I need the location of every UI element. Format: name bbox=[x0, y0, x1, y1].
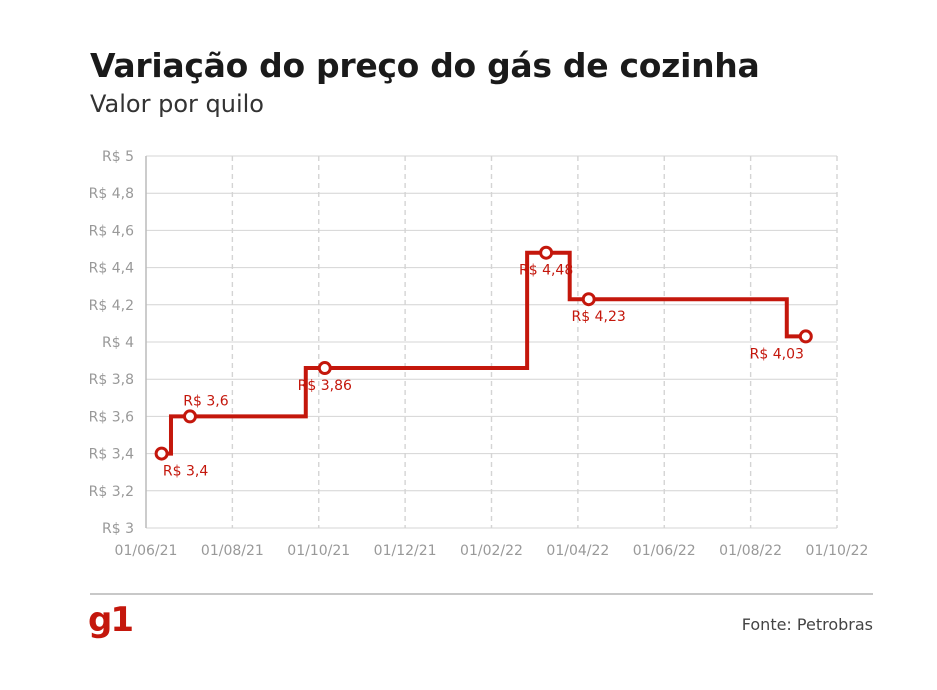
chart-title: Variação do preço do gás de cozinha bbox=[90, 46, 760, 85]
price-series bbox=[154, 245, 813, 461]
data-label: R$ 3,86 bbox=[298, 378, 352, 394]
y-tick-label: R$ 3,8 bbox=[89, 372, 134, 388]
source-note: Fonte: Petrobras bbox=[741, 615, 873, 634]
data-labels: R$ 3,4 R$ 3,6 R$ 3,86 R$ 4,48 R$ 4,23 R$ 4,03 bbox=[163, 263, 804, 480]
data-point-marker bbox=[182, 409, 197, 424]
data-label: R$ 4,48 bbox=[519, 263, 573, 279]
y-tick-label: R$ 4,4 bbox=[89, 261, 134, 277]
y-tick-label: R$ 3 bbox=[102, 521, 134, 537]
y-tick-label: R$ 4,2 bbox=[89, 298, 134, 314]
x-axis-ticks: 01/06/21 01/08/21 01/10/21 01/12/21 01/02/22… bbox=[115, 543, 869, 559]
y-tick-label: R$ 4 bbox=[102, 335, 134, 351]
y-tick-label: R$ 3,2 bbox=[89, 484, 134, 500]
x-tick-label: 01/10/22 bbox=[806, 543, 869, 559]
x-tick-label: 01/04/22 bbox=[546, 543, 609, 559]
data-label: R$ 3,4 bbox=[163, 464, 208, 480]
data-label: R$ 4,03 bbox=[750, 346, 804, 362]
data-label: R$ 4,23 bbox=[572, 309, 626, 325]
g1-logo: g1 bbox=[88, 600, 134, 640]
x-tick-label: 01/06/21 bbox=[115, 543, 178, 559]
step-line-chart: R$ 3 R$ 3,2 R$ 3,4 R$ 3,6 R$ 3,8 R$ 4 R$ 4,2 R$… bbox=[89, 149, 869, 559]
data-point-marker bbox=[317, 361, 332, 376]
data-point-marker bbox=[581, 292, 596, 307]
y-tick-label: R$ 3,4 bbox=[89, 447, 134, 463]
data-label: R$ 3,6 bbox=[183, 393, 228, 409]
x-tick-label: 01/12/21 bbox=[374, 543, 437, 559]
data-point-marker bbox=[154, 446, 169, 461]
x-tick-label: 01/08/21 bbox=[201, 543, 264, 559]
x-tick-label: 01/08/22 bbox=[719, 543, 782, 559]
x-tick-label: 01/06/22 bbox=[633, 543, 696, 559]
data-point-marker bbox=[539, 245, 554, 260]
x-tick-label: 01/10/21 bbox=[287, 543, 350, 559]
y-tick-label: R$ 3,6 bbox=[89, 409, 134, 425]
step-line bbox=[161, 250, 806, 456]
chart-subtitle: Valor por quilo bbox=[90, 90, 264, 118]
y-axis-ticks: R$ 3 R$ 3,2 R$ 3,4 R$ 3,6 R$ 3,8 R$ 4 R$ 4,2 R$… bbox=[89, 149, 134, 537]
x-tick-label: 01/02/22 bbox=[460, 543, 523, 559]
data-point-marker bbox=[798, 329, 813, 344]
y-tick-label: R$ 5 bbox=[102, 149, 134, 165]
chart-grid bbox=[145, 155, 838, 529]
y-tick-label: R$ 4,8 bbox=[89, 186, 134, 202]
footer-divider bbox=[90, 593, 873, 595]
y-tick-label: R$ 4,6 bbox=[89, 223, 134, 239]
